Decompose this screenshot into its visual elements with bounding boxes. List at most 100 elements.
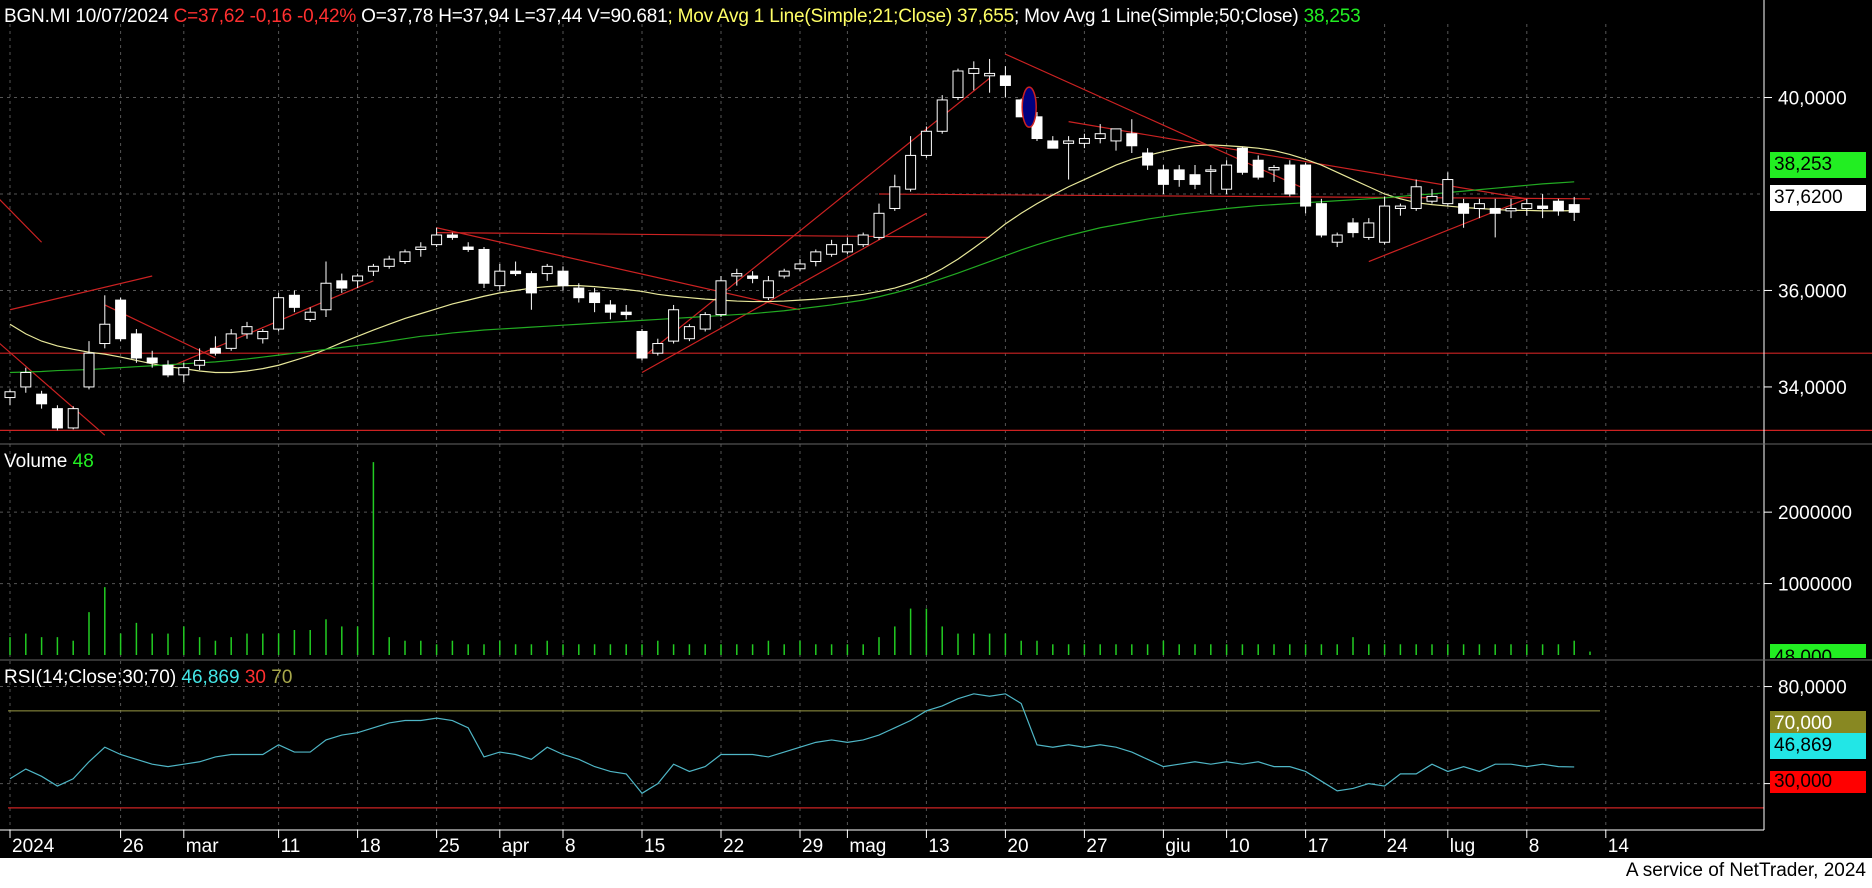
candle-body-down: [525, 273, 537, 294]
candle: [304, 307, 316, 322]
x-tick-label: 14: [1608, 836, 1630, 857]
candle: [225, 329, 237, 351]
candle-body-down: [1157, 169, 1169, 185]
candle: [889, 174, 901, 211]
x-tick-label: 15: [644, 836, 665, 857]
candle-body-up: [1268, 166, 1280, 171]
candle: [826, 239, 838, 257]
candle-body-up: [1473, 203, 1485, 209]
candle: [873, 203, 885, 240]
candle-body-down: [1552, 200, 1564, 212]
candle: [952, 68, 964, 100]
candle-body-up: [1442, 179, 1454, 205]
candle-body-up: [952, 70, 964, 99]
candle: [494, 263, 506, 291]
candle: [130, 329, 142, 363]
candle-body-up: [273, 297, 285, 330]
candle: [99, 295, 111, 349]
candle: [478, 247, 490, 289]
candle: [683, 324, 695, 342]
candle-body-up: [320, 282, 332, 311]
candle-body-up: [857, 234, 869, 246]
rsi-value-tag: 46,869: [1770, 733, 1866, 759]
trendline: [167, 280, 374, 369]
candle: [1031, 112, 1043, 141]
rsi-high-band: 70: [265, 667, 293, 688]
candle-body-up: [431, 234, 443, 246]
candle: [731, 268, 743, 286]
candle: [1394, 203, 1406, 216]
ma50-value: 38,253: [1303, 6, 1361, 27]
candle-body-up: [194, 359, 206, 366]
candle-body-up: [494, 270, 506, 287]
candle-body-up: [715, 280, 727, 316]
candle: [352, 273, 364, 289]
candle: [715, 276, 727, 317]
candle: [636, 329, 648, 361]
candle: [589, 288, 601, 313]
candle-body-up: [1426, 195, 1438, 202]
candle-body-up: [968, 68, 980, 74]
candle-body-up: [1379, 205, 1391, 243]
candle: [984, 58, 996, 93]
candle: [446, 232, 458, 240]
footer-credit: A service of NetTrader, 2024: [1566, 858, 1866, 884]
candle-body-down: [1173, 169, 1185, 181]
candle-body-up: [352, 275, 364, 282]
candle-body-up: [415, 246, 427, 250]
candle: [1410, 179, 1422, 211]
candle: [1347, 218, 1359, 238]
candle-body-up: [810, 251, 822, 263]
candle-body-up: [1410, 186, 1422, 209]
candle-body-up: [4, 391, 16, 399]
candle-body-up: [936, 99, 948, 132]
candle: [36, 390, 48, 409]
candle-body-up: [1363, 222, 1375, 238]
rsi-tick-label: 80,0000: [1778, 678, 1847, 699]
candle-body-up: [652, 343, 664, 354]
rsi-panel: [8, 693, 1764, 809]
candle-body-up: [20, 371, 32, 388]
candle: [1126, 119, 1138, 153]
candle: [431, 227, 443, 248]
candle-body-down: [1142, 152, 1154, 166]
x-tick-label: giu: [1165, 836, 1190, 857]
candle: [541, 263, 553, 281]
candle-body-up: [905, 154, 917, 190]
ma50-tag: 38,253: [1770, 152, 1866, 178]
candle-body-up: [241, 326, 253, 335]
candle: [1331, 232, 1343, 248]
candle: [1552, 198, 1564, 216]
x-tick-label: 26: [123, 836, 144, 857]
candle: [652, 338, 664, 356]
candle-body-down: [1300, 164, 1312, 207]
candle-body-up: [1110, 128, 1122, 142]
candle-body-down: [1489, 207, 1501, 214]
candle-body-up: [873, 212, 885, 238]
candle: [51, 405, 63, 431]
candle-body-up: [399, 251, 411, 263]
candle: [857, 232, 869, 248]
candlesticks: [4, 58, 1580, 431]
candle-body-down: [620, 311, 632, 316]
candle: [778, 268, 790, 279]
candle: [241, 321, 253, 339]
x-tick-label: mag: [849, 836, 886, 857]
candle-body-up: [699, 314, 711, 330]
candle: [194, 348, 206, 371]
trendline: [0, 199, 43, 243]
candle: [399, 249, 411, 264]
footer-band: [0, 858, 1872, 888]
trendlines: [0, 53, 1872, 436]
candle-body-down: [115, 299, 127, 340]
candle: [257, 329, 269, 344]
candle: [1489, 198, 1501, 238]
candle-body-up: [367, 265, 379, 272]
candle-body-up: [794, 263, 806, 270]
price-change: C=37,62 -0,16 -0,42%: [173, 6, 362, 27]
candle: [1063, 136, 1075, 180]
price-tick-label: 40,0000: [1778, 89, 1847, 110]
candle: [336, 273, 348, 293]
candle: [415, 242, 427, 257]
candle: [794, 259, 806, 272]
